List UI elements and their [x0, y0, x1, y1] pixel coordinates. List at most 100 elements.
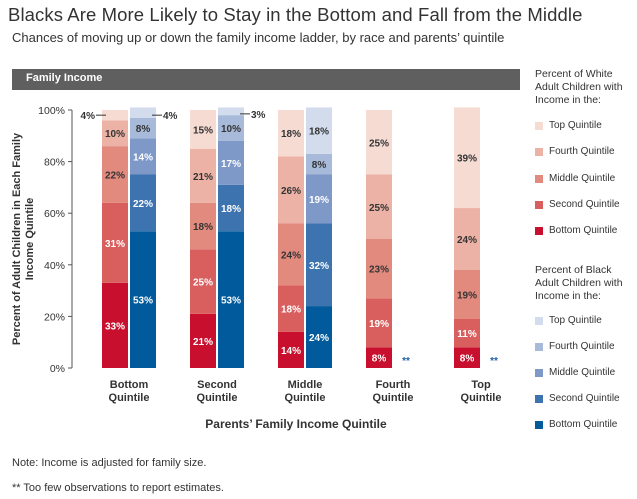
x-category-label: Top: [471, 379, 491, 391]
missing-marker: **: [490, 356, 498, 367]
x-category-label: Bottom: [110, 379, 149, 391]
x-category-label: Middle: [288, 379, 323, 391]
missing-marker: **: [402, 356, 410, 367]
white-bar-segment: [278, 156, 304, 224]
y-tick-label: 60%: [44, 208, 65, 220]
black-bar-segment: [306, 306, 332, 368]
black-bar-label: 17%: [221, 159, 241, 170]
white-bar-segment: [102, 282, 128, 368]
family-income-banner: Family Income: [12, 69, 520, 90]
x-category-label: Quintile: [373, 392, 414, 404]
white-bar-segment: [190, 202, 216, 250]
black-bar-segment: [130, 174, 156, 232]
white-bar-segment: [102, 120, 128, 147]
white-bar-segment: [454, 318, 480, 348]
chart-subtitle: Chances of moving up or down the family …: [12, 30, 505, 45]
white-bar-label: 31%: [105, 239, 125, 250]
chart-title: Blacks Are More Likely to Stay in the Bo…: [8, 4, 583, 25]
y-tick-label: 20%: [44, 311, 65, 323]
white-bar-label: 14%: [281, 346, 301, 357]
white-bar-segment: [278, 331, 304, 368]
black-bar-segment: [130, 231, 156, 368]
callout-label: 3%: [251, 110, 266, 121]
legend-swatch-white: [535, 122, 543, 130]
y-axis-title: Percent of Adult Children in Each Family: [11, 132, 23, 345]
white-bar-label: 39%: [457, 154, 477, 165]
white-bar-segment: [454, 208, 480, 270]
x-category-label: Quintile: [197, 392, 238, 404]
black-bar-segment: [218, 231, 244, 368]
note-too-few-observations: ** Too few observations to report estima…: [12, 482, 224, 494]
legend-label-white: Bottom Quintile: [549, 225, 618, 237]
white-bar-label: 24%: [457, 235, 477, 246]
legend-title-white-line: Percent of White: [535, 68, 613, 80]
legend-swatch-black: [535, 369, 543, 377]
legend-swatch-black: [535, 421, 543, 429]
legend-label-black: Fourth Quintile: [549, 341, 615, 352]
legend-swatch-white: [535, 148, 543, 157]
legend-label-black: Top Quintile: [549, 315, 602, 326]
legend-label-white: Middle Quintile: [549, 172, 616, 184]
white-bar-segment: [278, 223, 304, 286]
white-bar-label: 33%: [105, 321, 125, 332]
white-bar-label: 25%: [193, 278, 213, 289]
legend-label-white: Top Quintile: [549, 120, 602, 131]
callout-label: 4%: [163, 111, 178, 122]
black-bar-segment: [218, 107, 244, 116]
y-tick-label: 100%: [38, 105, 65, 117]
black-bar-label: 19%: [309, 195, 329, 206]
white-bar-segment: [190, 110, 216, 149]
white-bar-segment: [366, 110, 392, 175]
black-bar-label: 8%: [136, 124, 151, 135]
legend-swatch-white: [535, 174, 543, 183]
black-bar-label: 53%: [221, 296, 241, 307]
y-axis-title: Income Quintile: [24, 198, 36, 281]
black-bar-label: 18%: [221, 204, 241, 215]
white-bar-label: 19%: [369, 319, 389, 330]
black-bar-label: 32%: [309, 261, 329, 272]
white-bar-segment: [278, 285, 304, 332]
black-bar-segment: [130, 107, 156, 118]
white-bar-label: 8%: [372, 354, 387, 365]
white-bar-label: 18%: [281, 129, 301, 140]
legend-title-white-line: Adult Children with: [535, 81, 623, 93]
white-bar-label: 23%: [369, 265, 389, 276]
white-bar-label: 21%: [193, 337, 213, 348]
black-bar-segment: [306, 174, 332, 224]
x-category-label: Fourth: [376, 379, 411, 391]
legend-label-black: Second Quintile: [549, 393, 620, 404]
black-bar-label: 10%: [221, 124, 241, 135]
white-bar-segment: [190, 249, 216, 314]
black-bar-label: 14%: [133, 152, 153, 163]
white-bar-label: 8%: [460, 354, 475, 365]
legend-swatch-white: [535, 227, 543, 236]
x-category-label: Quintile: [285, 392, 326, 404]
white-bar-segment: [190, 148, 216, 203]
white-bar-segment: [278, 110, 304, 157]
black-bar-segment: [306, 153, 332, 175]
callout-label: 4%: [81, 111, 96, 122]
legend-swatch-black: [535, 343, 543, 351]
note-income-adjusted: Note: Income is adjusted for family size…: [12, 457, 207, 469]
black-bar-segment: [218, 115, 244, 141]
white-bar-segment: [366, 347, 392, 368]
legend-swatch-black: [535, 317, 543, 325]
black-bar-segment: [218, 140, 244, 185]
white-bar-label: 25%: [369, 203, 389, 214]
legend-swatch-black: [535, 395, 543, 403]
white-bar-segment: [454, 107, 480, 209]
x-category-label: Second: [197, 379, 237, 391]
white-bar-segment: [454, 347, 480, 368]
white-bar-label: 15%: [193, 125, 213, 136]
legend-title-black-line: Percent of Black: [535, 264, 612, 276]
black-bar-segment: [306, 223, 332, 307]
y-tick-label: 0%: [50, 363, 65, 375]
x-axis-title: Parents’ Family Income Quintile: [205, 417, 387, 431]
banner-label: Family Income: [26, 72, 103, 84]
white-bar-segment: [102, 110, 128, 121]
legend-label-black: Middle Quintile: [549, 367, 616, 378]
white-bar-label: 18%: [193, 222, 213, 233]
legend-title-black-line: Adult Children with: [535, 277, 623, 289]
black-bar-segment: [130, 117, 156, 139]
